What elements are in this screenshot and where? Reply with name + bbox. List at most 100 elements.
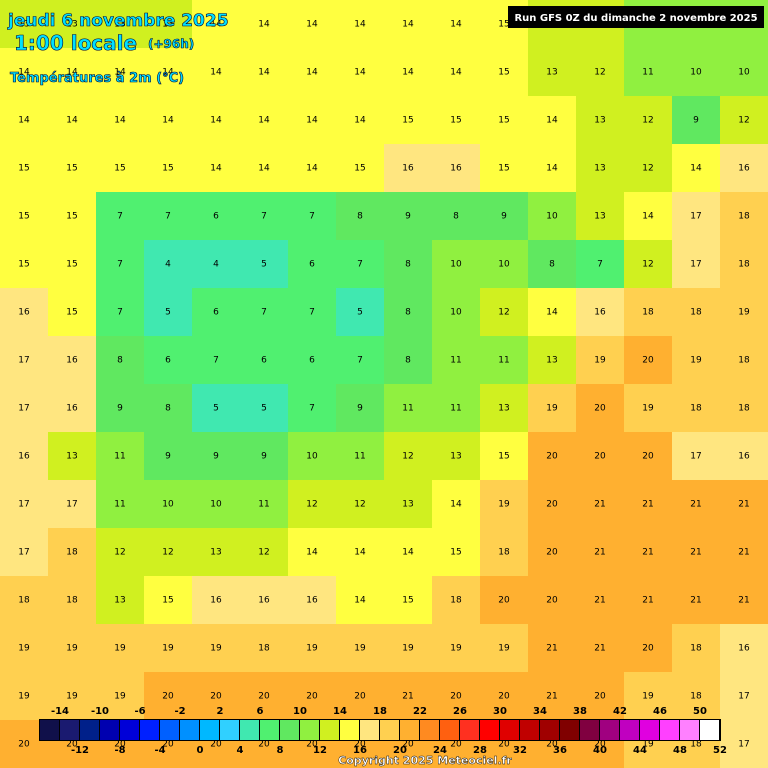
temperature-value: 8 [117, 356, 123, 366]
temperature-cell [192, 240, 241, 289]
temperature-cell [192, 384, 241, 433]
temperature-value: 18 [642, 308, 654, 318]
colorbar-swatch [620, 720, 639, 740]
temperature-cell [288, 432, 337, 481]
temperature-value: 15 [498, 20, 509, 30]
temperature-cell [624, 432, 673, 481]
temperature-cell [192, 528, 241, 577]
temperature-value: 20 [210, 692, 222, 702]
temperature-value: 21 [738, 500, 749, 510]
temperature-value: 21 [546, 692, 557, 702]
temperature-value: 7 [357, 260, 363, 270]
temperature-value: 11 [402, 404, 413, 414]
colorbar-label: 38 [573, 706, 587, 717]
temperature-value: 13 [594, 212, 605, 222]
temperature-value: 21 [690, 596, 701, 606]
temperature-value: 19 [114, 644, 126, 654]
temperature-value: 17 [738, 692, 749, 702]
temperature-value: 20 [498, 692, 510, 702]
temperature-value: 14 [450, 500, 462, 510]
temperature-value: 20 [402, 740, 414, 750]
temperature-value: 5 [165, 308, 171, 318]
temperature-cell [528, 240, 577, 289]
temperature-cell [288, 144, 337, 193]
temperature-cell [0, 144, 49, 193]
temperature-cell [720, 672, 768, 721]
colorbar-label: -12 [71, 745, 89, 756]
temperature-value: 14 [354, 548, 366, 558]
temperature-value: 20 [546, 596, 558, 606]
temperature-cell [288, 48, 337, 97]
temperature-value: 11 [114, 452, 125, 462]
temperature-value: 15 [450, 548, 461, 558]
temperature-cell [672, 192, 721, 241]
temperature-value: 4 [213, 260, 219, 270]
temperature-cell [672, 336, 721, 385]
temperature-value: 20 [450, 740, 462, 750]
temperature-value: 19 [642, 692, 654, 702]
temperature-cell [96, 0, 145, 49]
temperature-value: 14 [354, 68, 366, 78]
temperature-cell [144, 96, 193, 145]
temperature-value: 10 [546, 212, 558, 222]
colorbar-label: 12 [313, 745, 327, 756]
temperature-cell [48, 672, 97, 721]
temperature-cell [288, 672, 337, 721]
temperature-value: 21 [738, 548, 749, 558]
temperature-cell [528, 528, 577, 577]
temperature-value: 14 [210, 20, 222, 30]
temperature-value: 17 [66, 500, 77, 510]
temperature-cell [480, 48, 529, 97]
temperature-value: 16 [402, 164, 414, 174]
temperature-value: 9 [261, 452, 267, 462]
temperature-cell [192, 432, 241, 481]
temperature-cell [432, 576, 481, 625]
temperature-cell [432, 528, 481, 577]
temperature-value: 19 [594, 356, 606, 366]
temperature-value: 9 [501, 212, 507, 222]
temperature-value: 20 [642, 356, 654, 366]
temperature-value: 17 [18, 548, 29, 558]
temperature-value: 15 [162, 164, 173, 174]
temperature-cell [288, 528, 337, 577]
temperature-value: 6 [165, 356, 171, 366]
temperature-cell [192, 192, 241, 241]
temperature-value: 20 [162, 692, 174, 702]
temperature-value: 19 [18, 644, 30, 654]
temperature-value: 13 [114, 596, 125, 606]
temperature-value: 7 [117, 212, 123, 222]
temperature-cell [576, 384, 625, 433]
temperature-value: 15 [450, 116, 461, 126]
temperature-cell [432, 432, 481, 481]
temperature-value: 19 [642, 740, 654, 750]
colorbar-swatch [160, 720, 179, 740]
colorbar-label: 44 [633, 745, 647, 756]
temperature-value: 19 [498, 644, 510, 654]
temperature-value: 14 [546, 308, 558, 318]
temperature-cell [624, 624, 673, 673]
colorbar-swatch [140, 720, 159, 740]
colorbar-label: -4 [154, 745, 165, 756]
temperature-value: 15 [498, 452, 509, 462]
temperature-cell [624, 336, 673, 385]
colorbar-label: 18 [373, 706, 387, 717]
temperature-cell [144, 480, 193, 529]
temperature-value: 19 [450, 644, 462, 654]
temperature-cell [576, 576, 625, 625]
temperature-values: 13 13 13 13 14 14 14 14 14 14 15 13 12 11 11 11 14 14 14 14… [18, 20, 750, 750]
temperature-value: 19 [66, 692, 78, 702]
temperature-cell [720, 288, 768, 337]
temperature-value: 14 [306, 20, 318, 30]
temperature-cell [336, 672, 385, 721]
temperature-cell [48, 96, 97, 145]
temperature-cell [288, 336, 337, 385]
temperature-value: 14 [546, 116, 558, 126]
temperature-cell [384, 432, 433, 481]
temperature-value: 14 [18, 68, 30, 78]
temperature-cell [288, 480, 337, 529]
temperature-value: 17 [18, 404, 29, 414]
temperature-value: 14 [690, 164, 702, 174]
temperature-cell [192, 96, 241, 145]
temperature-cell [336, 480, 385, 529]
